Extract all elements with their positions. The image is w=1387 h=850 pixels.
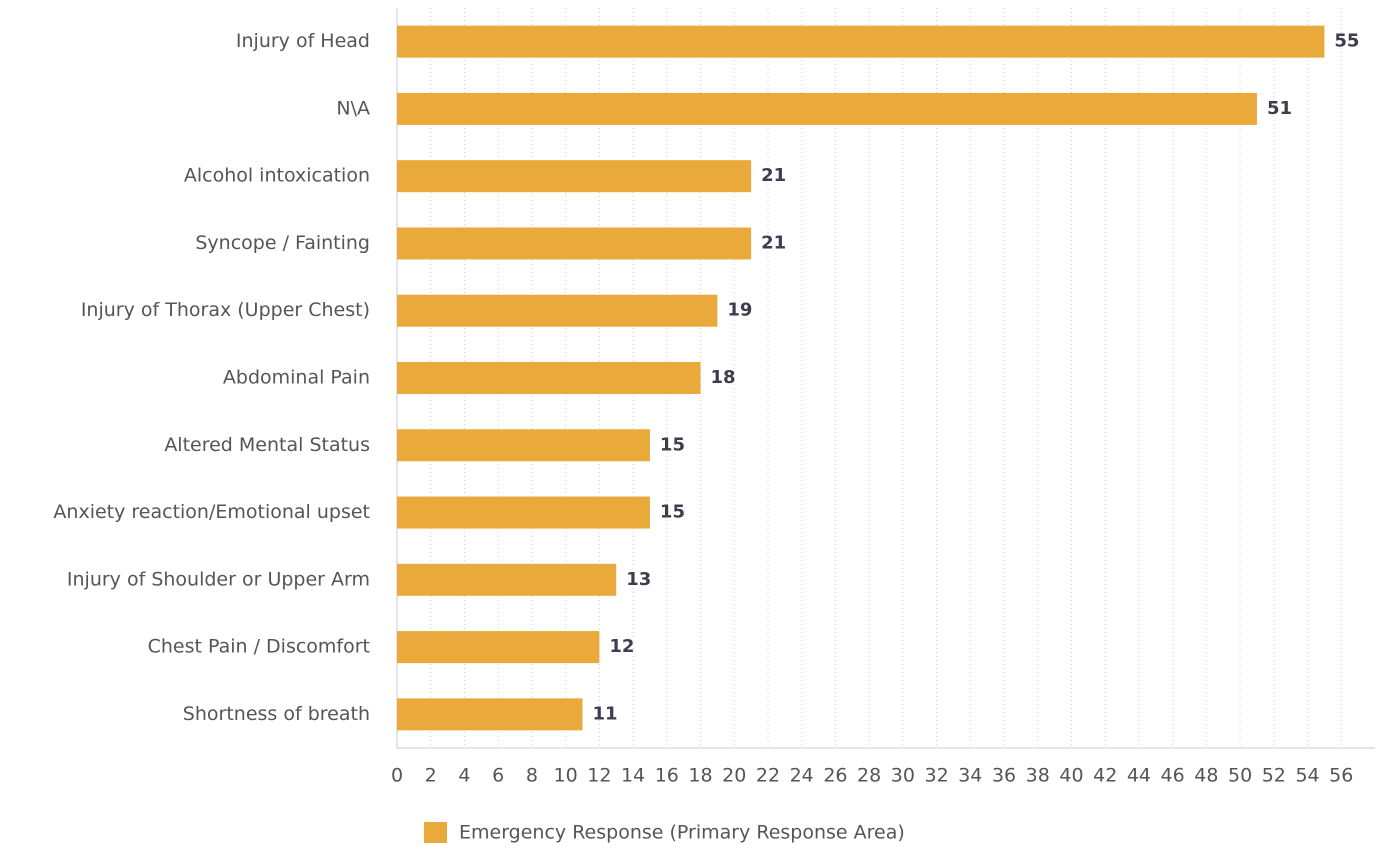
- bar: [397, 227, 752, 260]
- x-tick-label: 12: [587, 765, 611, 787]
- x-tick-label: 0: [391, 765, 403, 787]
- bar: [397, 496, 650, 529]
- value-label: 13: [626, 569, 651, 590]
- bar: [397, 563, 617, 596]
- x-tick-label: 36: [992, 765, 1016, 787]
- x-tick-label: 2: [425, 765, 437, 787]
- bar: [397, 429, 650, 462]
- x-tick-label: 52: [1262, 765, 1286, 787]
- y-tick-label: Injury of Thorax (Upper Chest): [81, 299, 370, 321]
- x-tick-label: 10: [554, 765, 578, 787]
- x-tick-label: 32: [924, 765, 948, 787]
- x-tick-label: 24: [790, 765, 814, 787]
- legend-swatch: [424, 822, 447, 843]
- y-tick-label: Chest Pain / Discomfort: [148, 636, 370, 658]
- bar: [397, 294, 718, 327]
- x-tick-label: 14: [621, 765, 645, 787]
- x-tick-label: 40: [1059, 765, 1083, 787]
- value-label: 18: [711, 367, 736, 388]
- value-label: 12: [609, 636, 634, 657]
- y-tick-label: Shortness of breath: [183, 703, 370, 725]
- x-tick-label: 8: [526, 765, 538, 787]
- x-tick-label: 4: [458, 765, 470, 787]
- x-tick-label: 18: [688, 765, 712, 787]
- value-label: 15: [660, 502, 685, 523]
- x-tick-label: 28: [857, 765, 881, 787]
- value-label: 11: [592, 703, 617, 724]
- x-tick-label: 20: [722, 765, 746, 787]
- y-tick-label: Anxiety reaction/Emotional upset: [53, 501, 370, 523]
- x-tick-label: 48: [1194, 765, 1218, 787]
- y-tick-label: Injury of Shoulder or Upper Arm: [67, 568, 370, 590]
- value-label: 15: [660, 434, 685, 455]
- bar: [397, 362, 701, 394]
- y-tick-label: Altered Mental Status: [164, 434, 370, 456]
- x-tick-label: 16: [655, 765, 679, 787]
- x-tick-label: 44: [1127, 765, 1151, 787]
- bar: [397, 92, 1257, 125]
- value-label: 55: [1334, 31, 1359, 52]
- value-label: 51: [1267, 98, 1292, 119]
- y-tick-label: N\A: [336, 97, 370, 119]
- x-tick-label: 34: [958, 765, 982, 787]
- x-tick-label: 46: [1161, 765, 1185, 787]
- x-tick-label: 30: [891, 765, 915, 787]
- legend-label: Emergency Response (Primary Response Are…: [459, 822, 905, 844]
- x-tick-label: 56: [1329, 765, 1353, 787]
- x-tick-label: 38: [1026, 765, 1050, 787]
- y-tick-label: Injury of Head: [236, 30, 370, 52]
- bar: [397, 631, 600, 664]
- value-label: 19: [727, 300, 752, 321]
- bar: [397, 25, 1325, 58]
- x-tick-label: 22: [756, 765, 780, 787]
- y-tick-label: Syncope / Fainting: [195, 232, 370, 254]
- x-tick-label: 50: [1228, 765, 1252, 787]
- bar: [397, 160, 752, 193]
- x-tick-label: 6: [492, 765, 504, 787]
- value-label: 21: [761, 165, 786, 186]
- bar: [397, 698, 583, 731]
- x-tick-label: 54: [1295, 765, 1319, 787]
- y-tick-label: Abdominal Pain: [223, 367, 370, 389]
- y-tick-label: Alcohol intoxication: [184, 165, 370, 187]
- value-label: 21: [761, 232, 786, 253]
- x-tick-label: 26: [823, 765, 847, 787]
- x-tick-label: 42: [1093, 765, 1117, 787]
